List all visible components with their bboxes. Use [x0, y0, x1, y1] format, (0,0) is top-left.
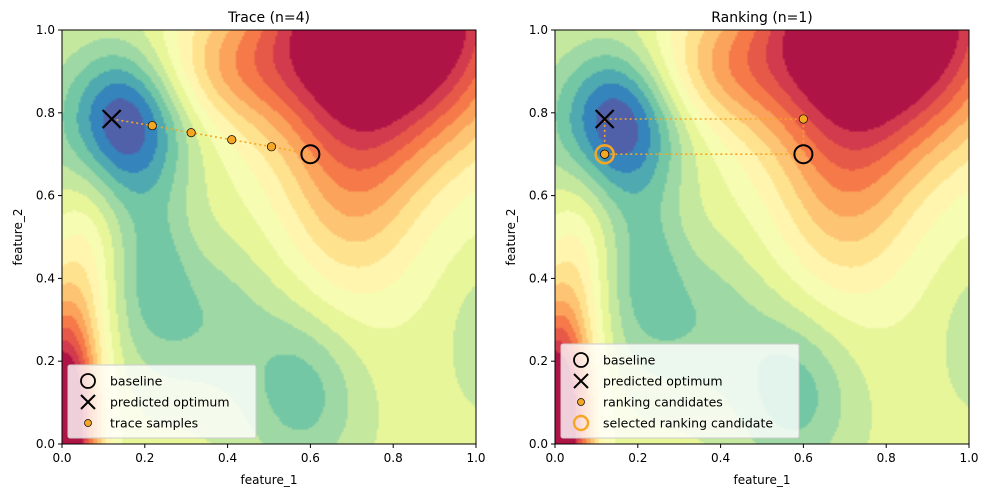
- sample-point-1: [798, 114, 808, 124]
- chart-title: Ranking (n=1): [711, 10, 813, 26]
- x-tick-label: 0.0: [545, 451, 564, 465]
- legend: baseline predicted optimum ranking candida…: [560, 343, 800, 439]
- y-tick-label: 0.2: [529, 354, 548, 368]
- chart-title: Trace (n=4): [227, 10, 310, 26]
- baseline-marker: [300, 144, 321, 165]
- x-tick-label: 0.2: [135, 451, 154, 465]
- legend-selected-icon: [572, 414, 590, 432]
- x-tick-label: 0.2: [628, 451, 647, 465]
- x-tick-label: 0.0: [52, 451, 71, 465]
- y-tick-label: 0.8: [529, 106, 548, 120]
- legend-label: baseline: [110, 374, 163, 389]
- plot-area: [594, 109, 814, 165]
- x-tick-label: 0.8: [384, 451, 403, 465]
- legend-box: [67, 364, 257, 439]
- baseline-marker: [793, 144, 814, 165]
- axes-frame: [61, 29, 477, 445]
- legend: baseline predicted optimum trace samples: [67, 364, 257, 439]
- legend-optimum-icon: [573, 373, 589, 389]
- x-tick-label: 0.4: [711, 451, 730, 465]
- optimum-marker: [594, 109, 615, 129]
- y-axis-label: feature_2: [504, 209, 518, 266]
- chart-panel-2: 0.0 0.2 0.4 0.6 0.8 1.0 0.0 0.2 0.4 0.6 0.8 1.0 Rank…: [504, 10, 979, 487]
- y-axis-label: feature_2: [11, 209, 25, 266]
- y-tick-label: 0.0: [529, 437, 548, 451]
- y-tick-label: 0.2: [36, 354, 55, 368]
- legend-box: [560, 343, 800, 439]
- legend-label: predicted optimum: [110, 395, 230, 410]
- y-tick-label: 0.8: [36, 106, 55, 120]
- plot-area: [101, 109, 321, 165]
- sample-point-2: [600, 149, 610, 159]
- x-tick-label: 0.4: [218, 451, 237, 465]
- x-tick-label: 0.8: [877, 451, 896, 465]
- x-tick-label: 1.0: [466, 451, 485, 465]
- y-tick-label: 0.4: [36, 271, 55, 285]
- x-tick-label: 0.6: [301, 451, 320, 465]
- legend-sample-icon: [84, 419, 92, 427]
- y-tick-label: 1.0: [529, 23, 548, 37]
- legend-sample-icon: [577, 398, 585, 406]
- legend-label: baseline: [603, 353, 656, 368]
- y-tick-label: 0.6: [36, 189, 55, 203]
- legend-label: predicted optimum: [603, 374, 723, 389]
- legend-baseline-icon: [573, 352, 589, 368]
- y-tick-label: 1.0: [36, 23, 55, 37]
- legend-label: trace samples: [110, 416, 198, 431]
- y-tick-label: 0.6: [529, 189, 548, 203]
- x-axis-label: feature_1: [734, 473, 791, 487]
- legend-optimum-icon: [80, 394, 96, 410]
- legend-label: ranking candidates: [603, 395, 723, 410]
- axes-frame: [554, 29, 970, 445]
- legend-baseline-icon: [80, 373, 96, 389]
- x-tick-label: 1.0: [959, 451, 978, 465]
- sample-point-2: [227, 135, 237, 145]
- sample-point-4: [147, 121, 157, 131]
- chart-panel-1: 0.0 0.2 0.4 0.6 0.8 1.0 0.0 0.2 0.4 0.6 0.8 1.0 Trac…: [11, 10, 486, 487]
- x-tick-label: 0.6: [794, 451, 813, 465]
- legend-label: selected ranking candidate: [603, 416, 773, 431]
- y-tick-label: 0.0: [36, 437, 55, 451]
- sample-point-1: [266, 142, 277, 152]
- selected-candidate-marker: [594, 143, 615, 165]
- sample-point-3: [186, 128, 196, 138]
- y-tick-label: 0.4: [529, 271, 548, 285]
- x-axis-label: feature_1: [241, 473, 298, 487]
- optimum-marker: [101, 109, 122, 129]
- trace-path: [111, 118, 311, 155]
